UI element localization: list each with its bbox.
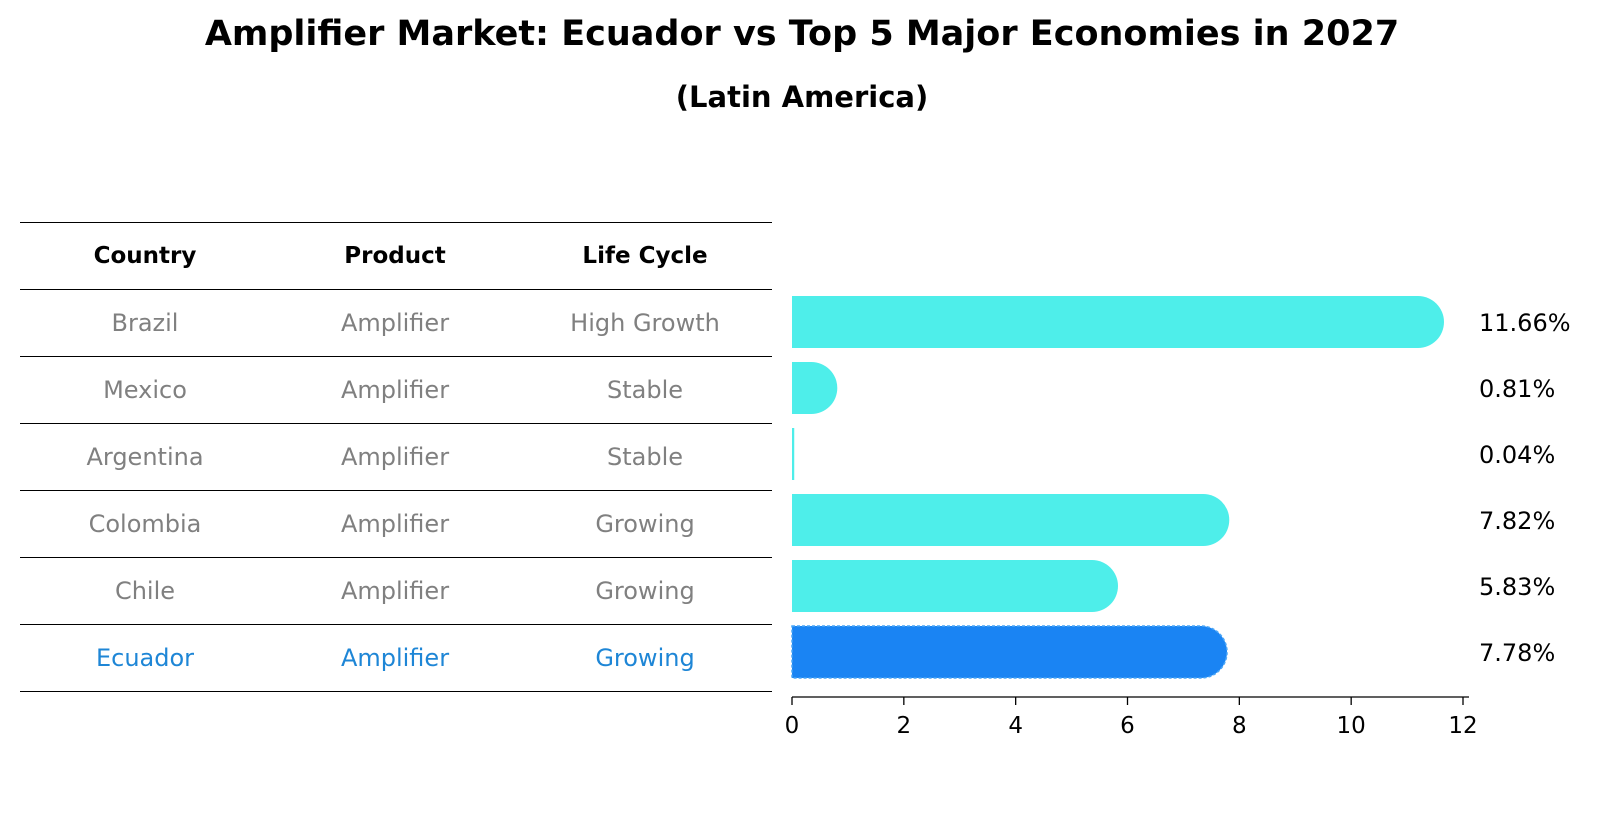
cell-product: Amplifier <box>340 376 450 404</box>
table-row: Colombia Amplifier Growing <box>20 490 772 557</box>
data-label-colombia: 7.82% <box>1479 507 1555 535</box>
cell-product: Amplifier <box>340 577 450 605</box>
cell-life-cycle: High Growth <box>570 309 720 337</box>
cell-life-cycle: Stable <box>606 376 684 404</box>
data-table: Country Product Life Cycle Brazil Amplif… <box>20 222 772 692</box>
bar-colombia <box>792 494 1230 546</box>
cell-country: Ecuador <box>95 644 195 672</box>
bar-ecuador <box>791 625 1228 679</box>
x-tick-label: 0 <box>785 713 800 739</box>
data-label-ecuador: 7.78% <box>1479 639 1555 667</box>
table-row: Mexico Amplifier Stable <box>20 356 772 423</box>
chart-subtitle: (Latin America) <box>675 80 929 114</box>
cell-country: Colombia <box>88 510 202 538</box>
cell-life-cycle: Growing <box>595 644 695 672</box>
data-label-chile: 5.83% <box>1479 573 1555 601</box>
data-label-mexico: 0.81% <box>1479 375 1555 403</box>
cell-life-cycle: Stable <box>606 443 684 471</box>
cell-life-cycle: Growing <box>595 577 695 605</box>
cell-country: Chile <box>114 577 176 605</box>
cell-life-cycle: Growing <box>595 510 695 538</box>
table-row: Brazil Amplifier High Growth <box>20 289 772 356</box>
data-label-brazil: 11.66% <box>1479 309 1571 337</box>
bar-chile <box>792 560 1118 612</box>
cell-product: Amplifier <box>340 309 450 337</box>
bar-brazil <box>792 296 1444 348</box>
cell-country: Brazil <box>111 309 179 337</box>
header-product: Product <box>344 243 446 269</box>
cell-country: Mexico <box>103 376 187 404</box>
table-row: Argentina Amplifier Stable <box>20 423 772 490</box>
table-row: Chile Amplifier Growing <box>20 557 772 624</box>
data-label-argentina: 0.04% <box>1479 441 1555 469</box>
x-tick-label: 12 <box>1448 713 1477 739</box>
cell-country: Argentina <box>86 443 204 471</box>
bar-argentina <box>792 428 795 480</box>
chart-title: Amplifier Market: Ecuador vs Top 5 Major… <box>204 14 1400 54</box>
x-tick-label: 4 <box>1008 713 1023 739</box>
x-tick-label: 6 <box>1120 713 1135 739</box>
cell-product: Amplifier <box>340 443 450 471</box>
cell-product: Amplifier <box>340 644 450 672</box>
table-row-highlighted: Ecuador Amplifier Growing <box>20 624 772 692</box>
bar-mexico <box>792 362 838 414</box>
header-life-cycle: Life Cycle <box>582 243 708 269</box>
x-tick-label: 8 <box>1232 713 1247 739</box>
x-tick-label: 10 <box>1337 713 1366 739</box>
table-header-row: Country Product Life Cycle <box>20 222 772 289</box>
x-tick-label: 2 <box>897 713 912 739</box>
header-country: Country <box>93 243 197 269</box>
cell-product: Amplifier <box>340 510 450 538</box>
